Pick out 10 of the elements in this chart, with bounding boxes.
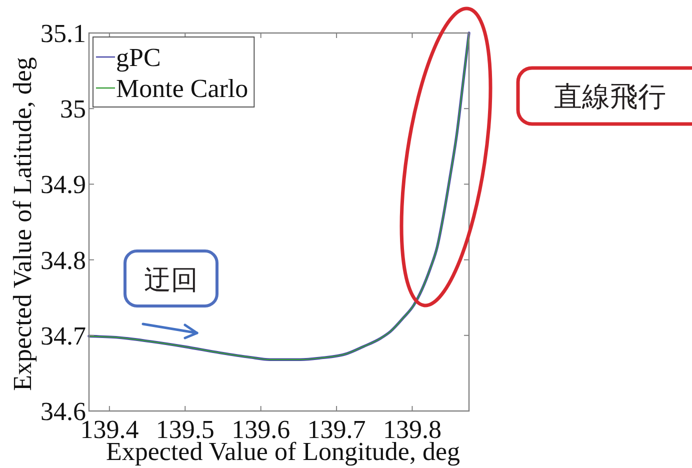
legend-label: gPC: [116, 43, 161, 72]
y-axis-title: Expected Value of Latitude, deg: [8, 57, 37, 391]
y-tick-label: 34.8: [40, 246, 86, 275]
y-tick-label: 35.1: [40, 19, 86, 48]
annotation: 迂回: [144, 265, 198, 296]
y-tick-label: 34.7: [40, 321, 86, 350]
text: 直線飛行: [554, 80, 666, 113]
y-tick-label: 35: [60, 94, 86, 124]
y-tick-label: 34.9: [40, 170, 86, 200]
legend-label: Monte Carlo: [116, 74, 248, 103]
